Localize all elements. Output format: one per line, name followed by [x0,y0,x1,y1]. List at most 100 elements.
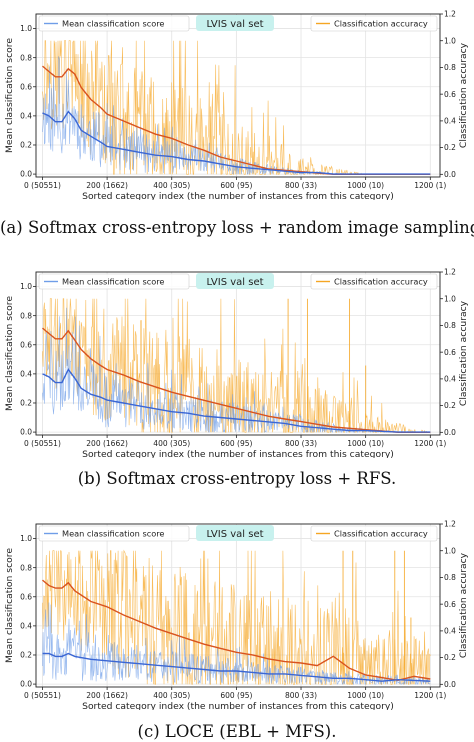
caption-a: (a) Softmax cross-entropy loss + random … [0,218,474,237]
x-axis-label: Sorted category index (the number of ins… [82,449,394,458]
legend-left: Mean classification score [38,15,190,32]
y-tick-label-right: 1.2 [444,268,456,277]
chart-title-badge [196,525,274,541]
y-axis-label-left: Mean classification score [4,296,15,411]
chart-title-badge [196,273,274,289]
chart-title-badge [196,15,274,31]
y-tick-label-left: 0.6 [20,592,32,601]
legend-left-box [38,273,190,290]
y-tick-label-left: 0.6 [20,82,32,91]
chart-panel-c: 0 (50551) 200 (1662) 400 (305) 600 (95) 800 … [4,520,469,710]
y-tick-label-right: 0.0 [444,170,456,179]
legend-left-box [38,15,190,32]
x-tick-label: 400 (305) [153,691,190,700]
y-tick-label-right: 0.6 [444,348,456,357]
x-tick-label: 1000 (10) [347,181,384,190]
x-axis-label: Sorted category index (the number of ins… [82,701,394,710]
y-tick-label-right: 0.8 [444,63,456,72]
x-tick-label: 200 (1662) [86,439,128,448]
x-tick-label: 600 (95) [220,691,252,700]
y-tick-label-right: 0.0 [444,428,456,437]
plot-frame [35,13,441,178]
y-tick-label-left: 0.2 [20,651,32,660]
plot-frame [35,271,441,436]
x-tick-label: 1200 (1) [414,691,446,700]
x-tick-label: 200 (1662) [86,181,128,190]
legend-label-score: Mean classification score [62,529,164,539]
y-tick-label-left: 1.0 [20,534,32,543]
y-tick-label-right: 0.4 [444,116,456,125]
y-tick-label-right: 0.2 [444,143,456,152]
x-axis-label: Sorted category index (the number of ins… [82,191,394,200]
x-tick-label: 800 (33) [285,691,317,700]
x-tick-label: 400 (305) [153,181,190,190]
legend-right-box [310,15,438,32]
y-tick-label-left: 0.2 [20,141,32,150]
legend-left: Mean classification score [38,273,190,290]
series-score-trend [42,110,431,175]
chart-title: LVIS val set [196,15,274,31]
y-tick-label-right: 0.4 [444,374,456,383]
series-score-trend [42,368,431,433]
y-axis-label-left: Mean classification score [4,38,15,153]
y-tick-label-left: 0.4 [20,621,32,630]
y-tick-label-left: 0.0 [20,428,32,437]
y-tick-label-right: 1.2 [444,10,456,19]
legend-label-score: Mean classification score [62,277,164,287]
legend-right: Classification accuracy [310,15,438,32]
y-axis-label-left: Mean classification score [4,548,15,663]
y-tick-label-left: 1.0 [20,282,32,291]
y-tick-label-right: 0.8 [444,321,456,330]
legend-left-box [38,525,190,542]
y-tick-label-right: 0.6 [444,90,456,99]
legend-label-accuracy: Classification accuracy [334,529,428,539]
chart-title-text: LVIS val set [206,19,263,30]
legend-label-accuracy: Classification accuracy [334,277,428,287]
x-tick-label: 600 (95) [220,181,252,190]
x-tick-label: 0 (50551) [24,691,61,700]
y-tick-label-right: 0.4 [444,626,456,635]
series-score-raw [42,602,431,686]
x-tick-label: 800 (33) [285,181,317,190]
legend-label-accuracy: Classification accuracy [334,19,428,29]
y-tick-label-left: 0.8 [20,563,32,572]
y-tick-label-left: 0.2 [20,399,32,408]
x-tick-label: 800 (33) [285,439,317,448]
x-tick-label: 0 (50551) [24,181,61,190]
x-tick-label: 400 (305) [153,439,190,448]
chart-title: LVIS val set [196,525,274,541]
y-tick-label-right: 0.6 [444,600,456,609]
series-score-trend [42,652,431,682]
x-tick-label: 200 (1662) [86,691,128,700]
chart-title-text: LVIS val set [206,277,263,288]
chart-panel-b: 0 (50551) 200 (1662) 400 (305) 600 (95) 800 … [4,268,469,458]
y-tick-label-right: 0.2 [444,653,456,662]
x-tick-label: 1000 (10) [347,691,384,700]
x-tick-label: 1000 (10) [347,439,384,448]
y-tick-label-left: 0.0 [20,680,32,689]
x-tick-label: 1200 (1) [414,181,446,190]
y-tick-label-right: 1.0 [444,294,456,303]
legend-right-box [310,525,438,542]
legend-left: Mean classification score [38,525,190,542]
y-axis-label-right: Classification accuracy [458,42,469,148]
series-accuracy-trend [42,327,431,433]
x-tick-label: 0 (50551) [24,439,61,448]
series-accuracy-trend [42,579,431,682]
legend-right-box [310,273,438,290]
caption-b: (b) Softmax cross-entropy loss + RFS. [77,469,397,488]
caption-c: (c) LOCE (EBL + MFS). [137,722,337,741]
legend-right: Classification accuracy [310,525,438,542]
y-tick-label-right: 1.2 [444,520,456,529]
x-tick-label: 1200 (1) [414,439,446,448]
plot-frame [35,523,441,688]
x-tick-label: 600 (95) [220,439,252,448]
chart-title-text: LVIS val set [206,529,263,540]
legend-label-score: Mean classification score [62,19,164,29]
y-tick-label-right: 0.8 [444,573,456,582]
legend-right: Classification accuracy [310,273,438,290]
y-tick-label-left: 0.0 [20,170,32,179]
y-axis-label-right: Classification accuracy [458,552,469,658]
y-tick-label-right: 1.0 [444,36,456,45]
